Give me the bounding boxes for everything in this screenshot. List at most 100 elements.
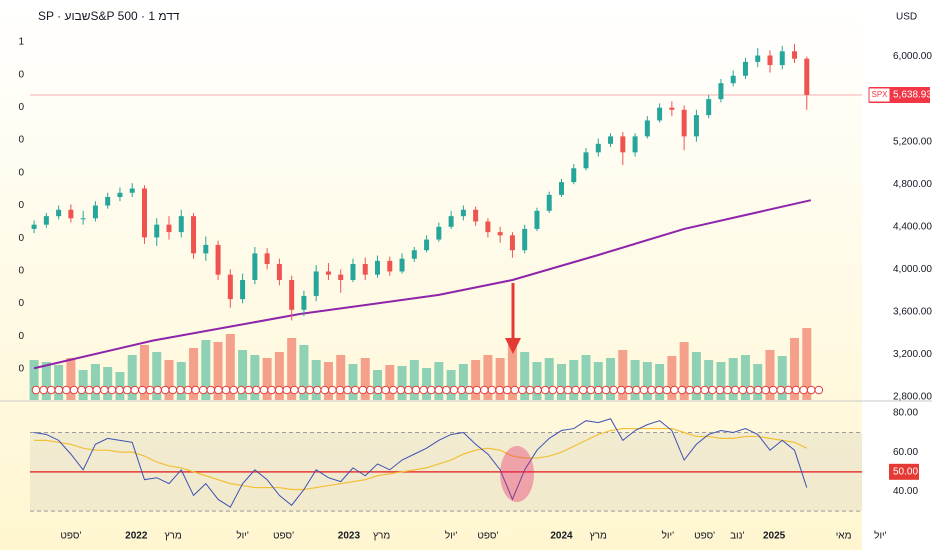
- candle-body: [240, 279, 246, 300]
- left-tick-label: 0: [18, 69, 24, 80]
- candle-body: [325, 271, 331, 275]
- left-tick-label: 0: [18, 102, 24, 113]
- candle-body: [375, 260, 381, 275]
- event-marker: [183, 385, 193, 395]
- event-marker: [715, 385, 725, 395]
- event-marker: [350, 385, 360, 395]
- candle-body: [436, 226, 442, 240]
- currency: USD: [896, 12, 917, 23]
- candle-body: [166, 224, 172, 233]
- symbol-tag: [868, 87, 891, 103]
- event-marker: [487, 385, 497, 395]
- event-marker: [176, 385, 185, 395]
- rsi-tick-label: 40.00: [893, 486, 918, 497]
- candle-body: [779, 51, 785, 66]
- volume-bar: [458, 364, 468, 400]
- event-marker: [814, 385, 824, 395]
- volume-bar: [213, 342, 223, 400]
- candle-body: [227, 274, 233, 300]
- annotation-arrowhead: [505, 338, 521, 354]
- event-marker: [556, 385, 565, 395]
- event-marker: [282, 385, 292, 395]
- event-marker: [464, 385, 474, 395]
- volume-bar: [618, 350, 628, 400]
- event-marker: [525, 385, 535, 395]
- event-marker: [191, 385, 200, 395]
- event-marker: [799, 385, 808, 395]
- left-tick-label: 0: [18, 298, 24, 309]
- annotation-ellipse: [500, 446, 534, 502]
- event-marker: [290, 385, 299, 395]
- candle-body: [56, 209, 62, 217]
- volume-bar: [225, 334, 235, 400]
- candle-body: [571, 168, 577, 183]
- candle-body: [31, 224, 37, 229]
- x-tick-label: יול': [445, 530, 458, 542]
- event-marker: [236, 385, 246, 395]
- volume-bar: [29, 360, 39, 400]
- candle-body: [92, 205, 98, 219]
- volume-bar: [336, 355, 346, 400]
- event-marker: [31, 385, 41, 395]
- candle-body: [485, 221, 491, 233]
- candle-body: [644, 120, 650, 137]
- x-tick-label: נוב': [730, 531, 744, 542]
- event-marker: [115, 385, 124, 395]
- volume-bar: [66, 358, 76, 400]
- volume-bar: [556, 364, 566, 400]
- event-marker: [624, 385, 634, 395]
- candle-body: [632, 136, 638, 153]
- volume-bar: [90, 364, 100, 400]
- candle-body: [43, 216, 49, 225]
- volume-bar: [630, 360, 640, 400]
- candle-body: [141, 188, 147, 238]
- volume-bar: [569, 360, 579, 400]
- volume-bar: [323, 362, 333, 400]
- candle-body: [583, 152, 589, 169]
- volume-bar: [667, 356, 677, 400]
- x-tick-label: מרץ: [590, 531, 607, 542]
- event-marker: [252, 385, 261, 395]
- candle-body: [411, 250, 417, 259]
- volume-bar: [728, 358, 738, 400]
- volume-bar: [287, 338, 297, 400]
- midline-tag: [889, 463, 919, 480]
- event-marker: [480, 385, 489, 395]
- event-marker: [320, 385, 330, 395]
- x-tick-label: 2024: [550, 531, 573, 542]
- event-marker: [62, 385, 71, 395]
- event-marker: [442, 385, 451, 395]
- event-marker: [92, 385, 102, 395]
- volume-bar: [127, 355, 137, 400]
- event-marker: [267, 385, 276, 395]
- candle-body: [595, 143, 601, 153]
- volume-bar: [348, 364, 358, 400]
- event-marker: [388, 385, 398, 395]
- event-marker: [647, 385, 656, 395]
- volume-bar: [78, 370, 88, 400]
- x-tick-label: 2023: [338, 531, 361, 542]
- event-marker: [472, 385, 482, 395]
- event-marker: [685, 385, 694, 395]
- event-marker: [776, 385, 786, 395]
- y-tick-label: 4,000.00: [893, 264, 932, 275]
- volume-bar: [483, 355, 493, 400]
- candle-body: [387, 260, 393, 272]
- event-marker: [502, 385, 512, 395]
- event-marker: [578, 385, 588, 395]
- y-tick-label: 3,200.00: [893, 349, 932, 360]
- y-tick-label: 2,800.00: [893, 392, 932, 403]
- y-tick-label: 4,800.00: [893, 179, 932, 190]
- event-marker: [84, 385, 94, 395]
- event-marker: [130, 385, 140, 395]
- volume-bar: [765, 350, 775, 400]
- event-marker: [495, 385, 504, 395]
- volume-bar: [54, 365, 64, 400]
- event-marker: [145, 385, 155, 395]
- x-tick-label: ספט': [694, 531, 715, 542]
- volume-bar: [262, 358, 272, 400]
- event-marker: [404, 385, 413, 395]
- symbol-label: SPX: [871, 90, 888, 99]
- event-marker: [305, 385, 314, 395]
